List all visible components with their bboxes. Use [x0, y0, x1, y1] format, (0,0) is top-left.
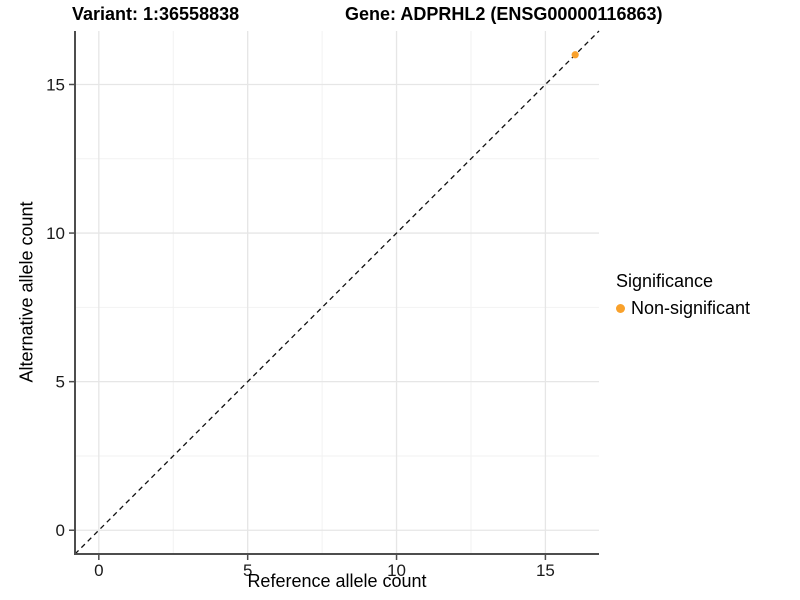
y-tick-label: 10 [46, 224, 65, 243]
legend: Significance Non-significant [616, 271, 750, 319]
identity-line [74, 30, 600, 555]
x-tick-label: 0 [94, 561, 103, 580]
plot-title-variant: Variant: 1:36558838 [72, 4, 240, 24]
legend-title: Significance [616, 271, 714, 291]
x-tick-label: 10 [387, 561, 406, 580]
x-axis-title: Reference allele count [247, 571, 427, 591]
legend-point-icon [616, 304, 625, 313]
data-point [571, 51, 579, 59]
legend-item: Non-significant [616, 298, 750, 319]
y-tick-label: 15 [46, 75, 65, 94]
legend-item-label: Non-significant [631, 298, 751, 318]
x-tick-label: 5 [243, 561, 252, 580]
y-tick-label: 0 [56, 521, 65, 540]
plot-title-gene: Gene: ADPRHL2 (ENSG00000116863) [345, 4, 663, 24]
y-tick-label: 5 [56, 373, 65, 392]
x-tick-label: 15 [536, 561, 555, 580]
y-axis-title: Alternative allele count [16, 201, 37, 383]
